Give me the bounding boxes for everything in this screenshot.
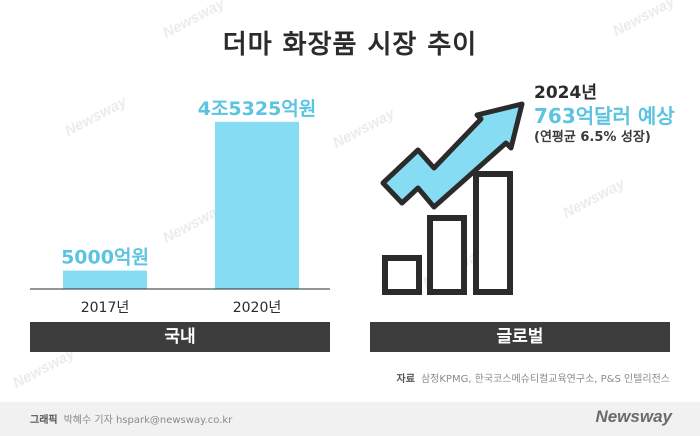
panel-label-domestic: 국내 — [30, 322, 330, 352]
source-label: 자료 — [396, 374, 415, 385]
arrow-up-right-icon — [380, 101, 525, 210]
panel-label-global: 글로벌 — [370, 322, 670, 352]
graphic-credit: 그래픽 박혜수 기자 hspark@newsway.co.kr — [30, 411, 232, 426]
bar-2020년 — [215, 121, 299, 289]
credit-label: 그래픽 — [30, 415, 58, 426]
source-text: 삼정KPMG, 한국코스메슈티컬교육연구소, P&S 인텔리전스 — [420, 374, 670, 385]
icon-bar-2 — [427, 215, 467, 295]
global-growth-rate: (연평균 6.5% 성장) — [534, 130, 651, 145]
global-forecast-value: 763억달러 예상 — [534, 104, 675, 128]
x-tick-label: 2020년 — [233, 300, 282, 316]
bar-value-label: 5000억원 — [61, 247, 149, 269]
chart-title: 더마 화장품 시장 추이 — [222, 30, 478, 60]
icon-bar-1 — [382, 255, 422, 295]
credit-text: 박혜수 기자 hspark@newsway.co.kr — [63, 415, 233, 426]
source-note: 자료 삼정KPMG, 한국코스메슈티컬교육연구소, P&S 인텔리전스 — [397, 370, 670, 385]
x-tick-label: 2017년 — [81, 300, 130, 316]
footer-bar — [0, 402, 700, 436]
global-forecast-year: 2024년 — [534, 83, 597, 103]
bar-2017년 — [63, 270, 147, 289]
newsway-logo: Newsway — [595, 407, 672, 426]
icon-bar-3 — [473, 171, 513, 295]
bar-value-label: 4조5325억원 — [198, 98, 317, 120]
